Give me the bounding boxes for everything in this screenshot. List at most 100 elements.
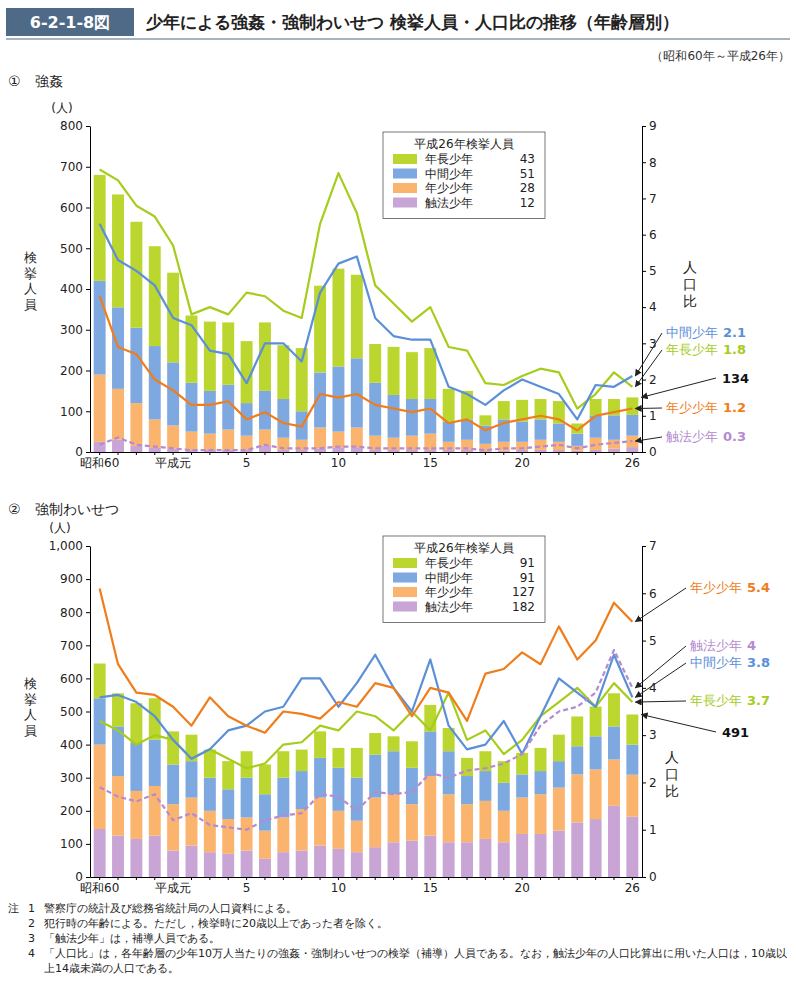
bar bbox=[516, 753, 528, 775]
legend-value: 51 bbox=[520, 167, 535, 181]
x-tick bbox=[467, 452, 468, 455]
y2-tick-label: 2 bbox=[649, 776, 657, 790]
label-arrow bbox=[635, 437, 662, 441]
x-tick-mark bbox=[264, 452, 265, 455]
y-tick-mark bbox=[86, 712, 90, 713]
x-tick-mark bbox=[136, 877, 137, 880]
bar bbox=[608, 415, 620, 439]
x-tick-label: 26 bbox=[625, 456, 640, 470]
bar bbox=[94, 281, 106, 375]
label-arrow bbox=[635, 408, 662, 410]
y2-axis-title: 人口比 bbox=[683, 259, 697, 309]
bar bbox=[222, 854, 234, 877]
note-number: 1 bbox=[28, 901, 44, 916]
legend-swatch bbox=[393, 602, 417, 612]
legend-swatch bbox=[393, 558, 417, 568]
x-tick-mark bbox=[577, 452, 578, 455]
y2-tick-mark bbox=[642, 271, 646, 272]
bar bbox=[516, 450, 528, 452]
y-axis-title-char: 検 bbox=[24, 250, 37, 265]
bar bbox=[369, 450, 381, 452]
y-tick: 500 bbox=[60, 242, 90, 256]
y-axis-title: 検挙人員 bbox=[24, 676, 37, 738]
y2-tick-label: 7 bbox=[649, 192, 657, 206]
y-tick-label: 300 bbox=[60, 323, 83, 337]
x-tick-mark bbox=[448, 877, 449, 880]
bar bbox=[186, 432, 198, 450]
y2-tick: 0 bbox=[642, 445, 657, 459]
x-tick: 15 bbox=[423, 452, 438, 470]
y2-tick: 7 bbox=[642, 539, 657, 553]
legend-title: 平成26年検挙人員 bbox=[414, 541, 513, 555]
label-arrow bbox=[635, 350, 662, 387]
y-tick: 1,000 bbox=[49, 539, 90, 553]
bar bbox=[424, 731, 436, 776]
y-axis-line bbox=[90, 127, 91, 453]
x-tick bbox=[595, 877, 596, 880]
bar bbox=[626, 817, 638, 877]
legend-swatch bbox=[393, 198, 417, 208]
legend-label: 年長少年 bbox=[425, 152, 473, 166]
bar bbox=[461, 842, 473, 877]
bar bbox=[332, 269, 344, 367]
bar bbox=[424, 776, 436, 836]
bar bbox=[259, 391, 271, 430]
y-tick-mark bbox=[86, 452, 90, 453]
x-tick-mark bbox=[595, 877, 596, 880]
y2-tick-label: 0 bbox=[649, 870, 657, 884]
bar bbox=[296, 450, 308, 452]
y-tick-label: 200 bbox=[60, 364, 83, 378]
y2-axis-title-char: 比 bbox=[665, 783, 679, 799]
y2-tick-mark bbox=[642, 641, 646, 642]
y-tick: 500 bbox=[60, 705, 90, 719]
line bbox=[100, 589, 633, 733]
bar bbox=[204, 322, 216, 391]
bar bbox=[149, 246, 161, 346]
x-tick bbox=[356, 452, 357, 455]
bar bbox=[222, 789, 234, 819]
y-tick-label: 700 bbox=[60, 639, 83, 653]
bar bbox=[167, 426, 179, 449]
lines bbox=[100, 589, 633, 830]
y-tick-label: 400 bbox=[60, 738, 83, 752]
bar bbox=[167, 851, 179, 877]
figure-canvas: 6-2-1-8図少年による強姦・強制わいせつ 検挙人員・人口比の推移（年齢層別）… bbox=[0, 0, 796, 983]
line-labels: 年長少年3.7中間少年3.8年少少年5.4触法少年4491 bbox=[635, 580, 770, 740]
y-tick: 400 bbox=[60, 738, 90, 752]
y2-tick-mark bbox=[642, 782, 646, 783]
y2-tick: 3 bbox=[642, 337, 657, 351]
y-tick-mark bbox=[86, 678, 90, 679]
y2-tick: 5 bbox=[642, 634, 657, 648]
line bbox=[100, 296, 633, 430]
y2-axis-title-char: 人 bbox=[683, 259, 697, 275]
bar bbox=[149, 448, 161, 452]
y-tick: 200 bbox=[60, 804, 90, 818]
y2-tick-mark bbox=[642, 343, 646, 344]
bar bbox=[204, 778, 216, 811]
x-tick: 5 bbox=[243, 877, 251, 895]
legend-swatch bbox=[393, 573, 417, 583]
bar bbox=[314, 731, 326, 757]
y-tick: 700 bbox=[60, 160, 90, 174]
line-label-name: 年長少年 bbox=[690, 693, 742, 708]
bar bbox=[94, 375, 106, 442]
bar bbox=[626, 415, 638, 436]
legend-swatch bbox=[393, 587, 417, 597]
y2-axis-title-char: 口 bbox=[683, 276, 697, 292]
x-tick-label: 昭和60 bbox=[80, 881, 119, 895]
bar bbox=[424, 450, 436, 452]
bar bbox=[314, 846, 326, 877]
legend-title: 平成26年検挙人員 bbox=[414, 137, 513, 151]
bar bbox=[277, 817, 289, 852]
bar bbox=[479, 839, 491, 877]
figure-number: 6-2-1-8図 bbox=[30, 13, 110, 32]
x-tick bbox=[118, 877, 119, 880]
bar bbox=[461, 804, 473, 842]
x-tick-label: 5 bbox=[243, 456, 251, 470]
line-label-name: 年少少年 bbox=[666, 400, 718, 415]
bar bbox=[241, 851, 253, 877]
x-tick-mark bbox=[209, 452, 210, 455]
legend-swatch bbox=[393, 169, 417, 179]
bar bbox=[516, 421, 528, 441]
note-row: 注1警察庁の統計及び総務省統計局の人口資料による。 bbox=[8, 901, 790, 916]
